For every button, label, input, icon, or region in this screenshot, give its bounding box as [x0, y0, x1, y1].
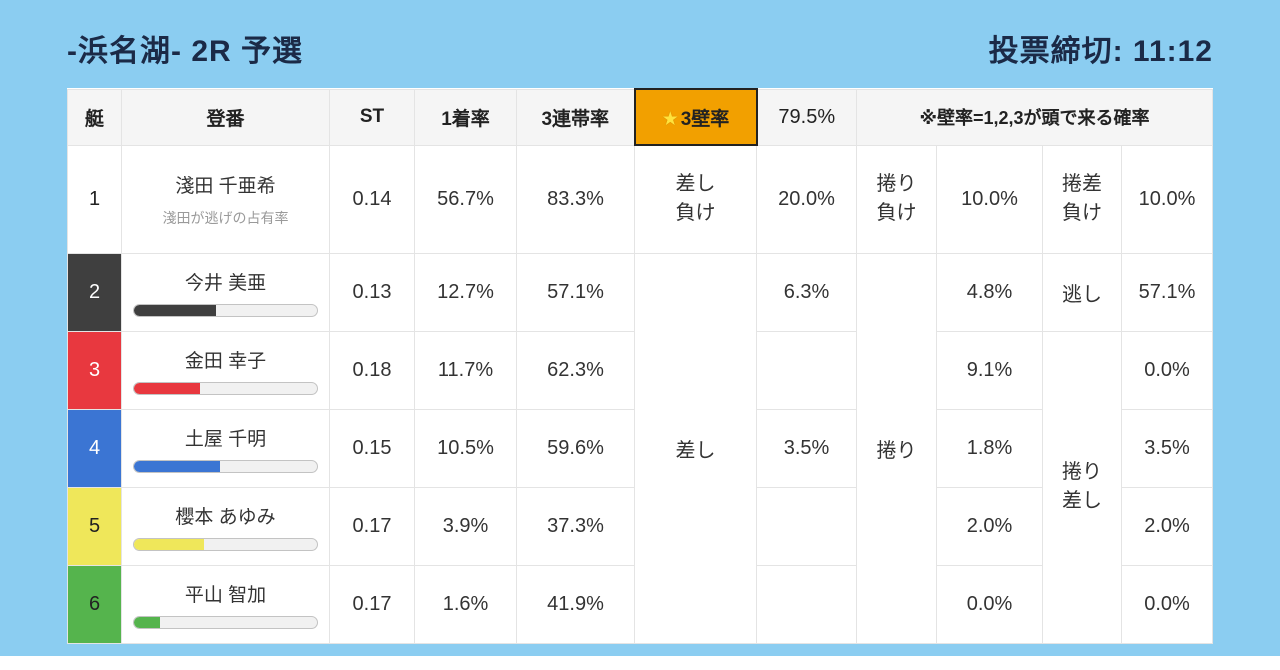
- stat-bar: [133, 381, 318, 395]
- wall-rate-value: 79.5%: [756, 88, 857, 146]
- stat-bar: [133, 615, 318, 629]
- loss-type-label: 捲り負け: [856, 144, 937, 254]
- stat-bar-fill: [134, 616, 160, 628]
- col-header-st: ST: [329, 88, 415, 146]
- top3-rate-value: 37.3%: [516, 486, 635, 566]
- st-value: 0.13: [329, 252, 415, 332]
- racer-name-cell: 今井 美亜: [121, 252, 330, 332]
- racer-name-cell: 淺田 千亜希 淺田が逃げの占有率: [121, 144, 330, 254]
- racer-name-cell: 土屋 千明: [121, 408, 330, 488]
- col-header-top3-rate: 3連帯率: [516, 88, 635, 146]
- st-value: 0.15: [329, 408, 415, 488]
- tactic-value: 2.0%: [936, 486, 1043, 566]
- win-rate-value: 3.9%: [414, 486, 517, 566]
- racer-name-cell: 金田 幸子: [121, 330, 330, 410]
- stat-bar-fill: [134, 382, 200, 394]
- boat-number: 4: [67, 408, 122, 488]
- st-value: 0.17: [329, 564, 415, 644]
- racer-name-cell: 櫻本 あゆみ: [121, 486, 330, 566]
- loss-type-label: 捲差負け: [1042, 144, 1122, 254]
- top3-rate-value: 83.3%: [516, 144, 635, 254]
- tactic-label-nigashi: 逃し: [1042, 252, 1122, 332]
- page-background: -浜名湖- 2R 予選 投票締切: 11:12 艇 登番 ST 1着率 3連帯率…: [0, 0, 1280, 656]
- tactic-value: 3.5%: [1120, 408, 1214, 488]
- stat-bar: [133, 303, 318, 317]
- col-header-wall-rate[interactable]: ★ 3壁率: [633, 88, 758, 146]
- vote-deadline: 投票締切: 11:12: [988, 35, 1213, 68]
- win-rate-value: 1.6%: [414, 564, 517, 644]
- race-stats-table: 艇 登番 ST 1着率 3連帯率 ★ 3壁率 79.5% ※壁率=1,2,3が頭で…: [67, 88, 1214, 644]
- stat-bar-fill: [134, 538, 204, 550]
- tactic-value: [756, 330, 857, 410]
- boat-number: 6: [67, 564, 122, 644]
- boat-number: 2: [67, 252, 122, 332]
- st-value: 0.18: [329, 330, 415, 410]
- win-rate-value: 11.7%: [414, 330, 517, 410]
- header-bar: -浜名湖- 2R 予選 投票締切: 11:12: [67, 26, 1213, 68]
- stat-bar: [133, 459, 318, 473]
- wall-rate-note: ※壁率=1,2,3が頭で来る確率: [855, 88, 1214, 146]
- racer-name: 金田 幸子: [184, 350, 267, 372]
- racer-sub-note: 淺田が逃げの占有率: [162, 209, 289, 226]
- top3-rate-value: 59.6%: [516, 408, 635, 488]
- tactic-label-makuri-sashi: 捲り差し: [1042, 330, 1122, 644]
- stat-bar-fill: [134, 304, 217, 316]
- loss-type-label: 差し負け: [634, 144, 757, 254]
- loss-type-value: 10.0%: [1120, 144, 1214, 254]
- table-header-row: 艇 登番 ST 1着率 3連帯率 ★ 3壁率 79.5% ※壁率=1,2,3が頭で…: [67, 88, 1214, 146]
- racer-row-1: 1 淺田 千亜希 淺田が逃げの占有率 0.14 56.7% 83.3% 差し負け…: [67, 144, 1214, 254]
- tactic-value: 4.8%: [936, 252, 1043, 332]
- col-header-boat: 艇: [67, 88, 122, 146]
- racer-name: 淺田 千亜希: [175, 175, 276, 197]
- tactic-value: 0.0%: [936, 564, 1043, 644]
- st-value: 0.17: [329, 486, 415, 566]
- boat-number: 5: [67, 486, 122, 566]
- racer-name-cell: 平山 智加: [121, 564, 330, 644]
- loss-type-value: 10.0%: [936, 144, 1043, 254]
- racer-row-4: 4 土屋 千明 0.15 10.5% 59.6% 3.5% 1.8% 3.5%: [67, 408, 1214, 488]
- stat-bar-fill: [134, 460, 220, 472]
- star-icon: ★: [661, 108, 679, 130]
- racer-name: 平山 智加: [184, 584, 267, 606]
- tactic-label-sashi: 差し: [634, 252, 757, 644]
- st-value: 0.14: [329, 144, 415, 254]
- wall-rate-label: 3壁率: [680, 108, 730, 130]
- tactic-value: [756, 486, 857, 566]
- boat-number: 3: [67, 330, 122, 410]
- top3-rate-value: 62.3%: [516, 330, 635, 410]
- win-rate-value: 10.5%: [414, 408, 517, 488]
- racer-row-6: 6 平山 智加 0.17 1.6% 41.9% 0.0% 0.0%: [67, 564, 1214, 644]
- tactic-value: 9.1%: [936, 330, 1043, 410]
- win-rate-value: 56.7%: [414, 144, 517, 254]
- col-header-entry: 登番: [121, 88, 330, 146]
- tactic-value: 0.0%: [1120, 330, 1214, 410]
- win-rate-value: 12.7%: [414, 252, 517, 332]
- loss-type-value: 20.0%: [756, 144, 857, 254]
- stat-bar: [133, 537, 318, 551]
- boat-number: 1: [67, 144, 122, 254]
- race-title: -浜名湖- 2R 予選: [67, 35, 303, 68]
- racer-name: 今井 美亜: [184, 272, 267, 294]
- racer-row-2: 2 今井 美亜 0.13 12.7% 57.1% 差し 6.3% 捲り 4.8%…: [67, 252, 1214, 644]
- col-header-win-rate: 1着率: [414, 88, 517, 146]
- tactic-value: 6.3%: [756, 252, 857, 332]
- top3-rate-value: 41.9%: [516, 564, 635, 644]
- racer-row-5: 5 櫻本 あゆみ 0.17 3.9% 37.3% 2.0% 2.0%: [67, 486, 1214, 566]
- top3-rate-value: 57.1%: [516, 252, 635, 332]
- tactic-label-makuri: 捲り: [856, 252, 937, 644]
- tactic-value: 0.0%: [1120, 564, 1214, 644]
- racer-name: 櫻本 あゆみ: [175, 506, 276, 528]
- racer-name: 土屋 千明: [184, 428, 267, 450]
- tactic-value: [756, 564, 857, 644]
- tactic-value: 2.0%: [1120, 486, 1214, 566]
- racer-row-3: 3 金田 幸子 0.18 11.7% 62.3% 9.1% 捲り差し 0.0%: [67, 330, 1214, 644]
- tactic-value: 57.1%: [1120, 252, 1214, 332]
- tactic-value: 1.8%: [936, 408, 1043, 488]
- tactic-value: 3.5%: [756, 408, 857, 488]
